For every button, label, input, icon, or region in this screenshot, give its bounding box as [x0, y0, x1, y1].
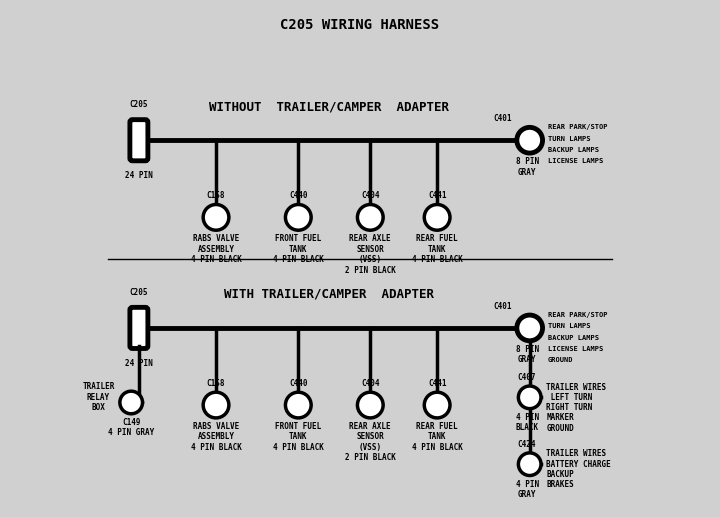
Text: REAR AXLE
SENSOR
(VSS)
2 PIN BLACK: REAR AXLE SENSOR (VSS) 2 PIN BLACK — [345, 422, 396, 462]
Text: C440: C440 — [289, 379, 307, 388]
Text: RABS VALVE
ASSEMBLY
4 PIN BLACK: RABS VALVE ASSEMBLY 4 PIN BLACK — [191, 234, 241, 264]
Circle shape — [424, 205, 450, 230]
Text: LICENSE LAMPS: LICENSE LAMPS — [548, 346, 603, 352]
Text: 4 PIN
GRAY: 4 PIN GRAY — [516, 480, 539, 499]
Text: TRAILER WIRES: TRAILER WIRES — [546, 383, 606, 391]
Text: C158: C158 — [207, 379, 225, 388]
Circle shape — [357, 205, 383, 230]
Circle shape — [203, 205, 229, 230]
Text: LICENSE LAMPS: LICENSE LAMPS — [548, 158, 603, 164]
Text: C401: C401 — [493, 114, 512, 123]
Text: RIGHT TURN: RIGHT TURN — [546, 403, 593, 412]
Text: TURN LAMPS: TURN LAMPS — [548, 323, 590, 329]
Text: GROUND: GROUND — [548, 357, 573, 363]
Text: 8 PIN
GRAY: 8 PIN GRAY — [516, 345, 539, 364]
Circle shape — [285, 205, 311, 230]
Text: REAR AXLE
SENSOR
(VSS)
2 PIN BLACK: REAR AXLE SENSOR (VSS) 2 PIN BLACK — [345, 234, 396, 275]
Circle shape — [518, 453, 541, 476]
Text: BACKUP LAMPS: BACKUP LAMPS — [548, 334, 599, 341]
Text: C407: C407 — [518, 373, 536, 382]
Text: TRAILER
RELAY
BOX: TRAILER RELAY BOX — [82, 383, 114, 412]
Text: C205: C205 — [130, 100, 148, 110]
Text: REAR PARK/STOP: REAR PARK/STOP — [548, 125, 607, 130]
Text: C404: C404 — [361, 379, 379, 388]
Text: MARKER: MARKER — [546, 414, 574, 422]
Text: C404: C404 — [361, 191, 379, 201]
Text: RABS VALVE
ASSEMBLY
4 PIN BLACK: RABS VALVE ASSEMBLY 4 PIN BLACK — [191, 422, 241, 452]
Text: BATTERY CHARGE: BATTERY CHARGE — [546, 460, 611, 469]
Text: REAR PARK/STOP: REAR PARK/STOP — [548, 312, 607, 318]
Text: BACKUP: BACKUP — [546, 470, 574, 479]
Text: REAR FUEL
TANK
4 PIN BLACK: REAR FUEL TANK 4 PIN BLACK — [412, 422, 462, 452]
Text: C149
4 PIN GRAY: C149 4 PIN GRAY — [108, 418, 154, 437]
Text: 4 PIN
BLACK: 4 PIN BLACK — [516, 413, 539, 432]
Text: WITHOUT  TRAILER/CAMPER  ADAPTER: WITHOUT TRAILER/CAMPER ADAPTER — [209, 100, 449, 113]
Text: C441: C441 — [428, 191, 446, 201]
Text: 24 PIN: 24 PIN — [125, 359, 153, 368]
Circle shape — [120, 391, 143, 414]
Text: C424: C424 — [518, 440, 536, 449]
Circle shape — [285, 392, 311, 418]
Text: GROUND: GROUND — [546, 424, 574, 433]
Text: C205: C205 — [130, 288, 148, 297]
Text: BACKUP LAMPS: BACKUP LAMPS — [548, 147, 599, 153]
Circle shape — [518, 386, 541, 408]
Circle shape — [517, 127, 543, 153]
Text: LEFT TURN: LEFT TURN — [546, 393, 593, 402]
Text: BRAKES: BRAKES — [546, 480, 574, 489]
Text: FRONT FUEL
TANK
4 PIN BLACK: FRONT FUEL TANK 4 PIN BLACK — [273, 422, 324, 452]
Circle shape — [424, 392, 450, 418]
Text: TURN LAMPS: TURN LAMPS — [548, 135, 590, 142]
Text: C401: C401 — [493, 302, 512, 311]
Text: C158: C158 — [207, 191, 225, 201]
Text: 8 PIN
GRAY: 8 PIN GRAY — [516, 157, 539, 177]
Text: C205 WIRING HARNESS: C205 WIRING HARNESS — [280, 18, 440, 32]
Text: FRONT FUEL
TANK
4 PIN BLACK: FRONT FUEL TANK 4 PIN BLACK — [273, 234, 324, 264]
Text: C440: C440 — [289, 191, 307, 201]
Text: REAR FUEL
TANK
4 PIN BLACK: REAR FUEL TANK 4 PIN BLACK — [412, 234, 462, 264]
Text: TRAILER WIRES: TRAILER WIRES — [546, 449, 606, 459]
Text: WITH TRAILER/CAMPER  ADAPTER: WITH TRAILER/CAMPER ADAPTER — [224, 288, 434, 301]
Text: C441: C441 — [428, 379, 446, 388]
FancyBboxPatch shape — [130, 119, 148, 161]
Circle shape — [357, 392, 383, 418]
Text: 24 PIN: 24 PIN — [125, 171, 153, 180]
Circle shape — [517, 315, 543, 341]
FancyBboxPatch shape — [130, 307, 148, 348]
Circle shape — [203, 392, 229, 418]
